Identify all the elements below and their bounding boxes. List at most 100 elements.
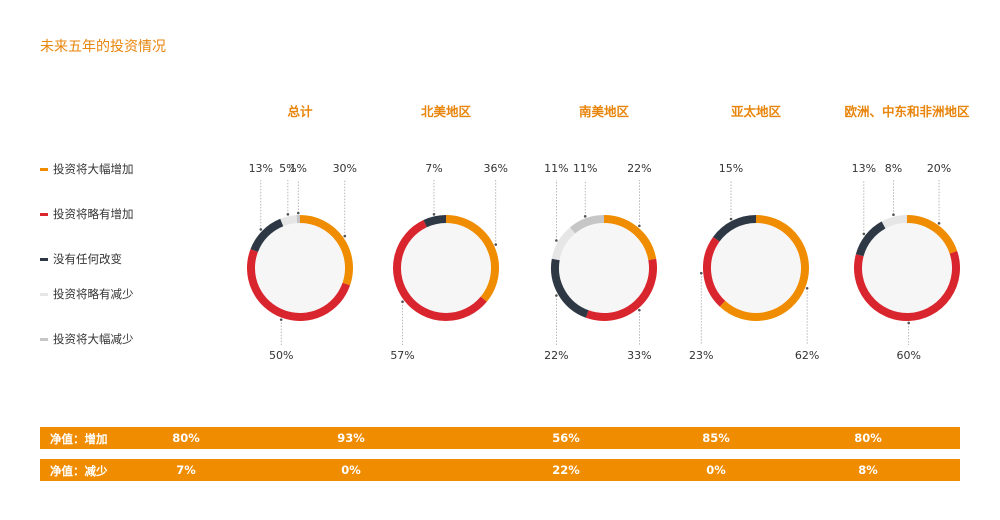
net-increase-value: 56% <box>552 431 580 445</box>
leader-dot <box>699 271 703 275</box>
leader-dot <box>862 232 866 236</box>
data-label: 7% <box>425 162 442 175</box>
leader-dot <box>805 286 809 290</box>
legend-swatch <box>40 257 48 261</box>
donut-chart: 36% 57% 7% <box>390 162 508 362</box>
legend-swatch <box>40 167 48 171</box>
donut-slice <box>299 215 353 286</box>
leader-dot <box>343 234 347 238</box>
page-title: 未来五年的投资情况 <box>40 39 166 55</box>
leader-dot <box>729 217 733 221</box>
donut-center <box>401 223 491 313</box>
leader-dot <box>494 243 498 246</box>
legend-item-large-decrease: 投资将大幅减少 <box>40 331 134 347</box>
donut-slice <box>881 215 908 229</box>
data-label: 22% <box>627 162 651 175</box>
net-increase-value: 80% <box>172 431 200 445</box>
data-label: 11% <box>544 162 568 175</box>
donut-slice <box>551 227 576 261</box>
leader-dot <box>583 215 587 218</box>
legend-item-slight-decrease: 投资将略有减少 <box>40 286 134 302</box>
legend-swatch <box>40 212 48 216</box>
data-label: 15% <box>719 162 743 175</box>
leader-dot <box>296 211 300 215</box>
donut-center <box>711 223 801 313</box>
data-label: 33% <box>627 349 651 362</box>
donut-center <box>559 223 649 313</box>
chart-title-asia-pacific: 亚太地区 <box>730 104 781 119</box>
donut-slice <box>393 220 487 321</box>
data-label: 62% <box>795 349 819 362</box>
legend-label: 没有任何改变 <box>53 252 122 266</box>
leader-dot <box>638 224 641 228</box>
data-label: 1% <box>290 162 307 175</box>
leader-dot <box>432 213 436 216</box>
legend-item-slight-increase: 投资将略有增加 <box>40 206 134 222</box>
legend-label: 投资将略有减少 <box>53 287 134 301</box>
donut-slice <box>247 249 351 321</box>
chart-title-total: 总计 <box>287 104 313 119</box>
net-decrease-value: 22% <box>552 463 580 477</box>
net-increase-value: 80% <box>854 431 882 445</box>
net-decrease-value: 8% <box>858 463 878 477</box>
leader-dot <box>555 239 558 242</box>
donut-center <box>862 223 952 313</box>
donut-slice <box>445 215 499 302</box>
chart-title-north-america: 北美地区 <box>420 104 471 119</box>
donut-slice <box>906 215 958 254</box>
data-label: 22% <box>544 349 568 362</box>
data-label: 50% <box>269 349 293 362</box>
leader-dot <box>907 321 911 325</box>
net-increase-value: 85% <box>702 431 730 445</box>
donut-slice <box>250 218 284 253</box>
donut-chart: 30% 50% 13% 5%1% <box>247 162 357 362</box>
data-label: 11% <box>573 162 597 175</box>
legend-swatch <box>40 292 48 296</box>
donut-slice <box>855 221 886 257</box>
legend-label: 投资将略有增加 <box>53 207 134 221</box>
data-label: 60% <box>896 349 920 362</box>
data-label: 23% <box>689 349 713 362</box>
legend-swatch <box>40 337 48 341</box>
leader-dot <box>892 213 895 216</box>
data-label: 36% <box>484 162 508 175</box>
net-decrease-bar: 净值：减少 7% 0% 22% 0% 8% <box>40 459 960 481</box>
legend-label: 投资将大幅增加 <box>53 162 134 176</box>
chart-title-emea: 欧洲、中东和非洲地区 <box>844 104 970 119</box>
net-decrease-value: 0% <box>341 463 361 477</box>
donut-slice <box>719 215 809 321</box>
data-label: 57% <box>390 349 414 362</box>
leader-dot <box>259 228 263 231</box>
net-decrease-label: 净值：减少 <box>50 464 108 478</box>
data-label: 8% <box>885 162 902 175</box>
donut-charts: 30% 50% 13% 5%1% 36% 57% 7% 22% 33% 22% 11% 11% 62% 2… <box>247 162 960 362</box>
donut-slice <box>713 215 757 242</box>
leader-dot <box>401 300 404 304</box>
net-decrease-value: 7% <box>176 463 196 477</box>
legend-item-large-increase: 投资将大幅增加 <box>40 161 134 177</box>
leader-dot <box>279 318 283 321</box>
donut-chart: 62% 23% 15% <box>689 162 819 362</box>
net-increase-label: 净值：增加 <box>50 432 108 446</box>
donut-slice <box>280 215 298 227</box>
donut-chart: 20% 60% 13% 8% <box>852 162 960 362</box>
donut-center <box>255 223 345 313</box>
legend-item-no-change: 没有任何改变 <box>40 251 122 267</box>
chart-title-south-america: 南美地区 <box>578 104 629 119</box>
donut-slice <box>585 258 657 321</box>
leader-dot <box>286 213 290 216</box>
data-label: 13% <box>249 162 273 175</box>
donut-slice <box>569 215 605 234</box>
data-label: 5% <box>279 162 296 175</box>
donut-slice <box>603 215 657 261</box>
net-increase-bar: 净值：增加 80% 93% 56% 85% 80% <box>40 427 960 449</box>
data-label: 30% <box>333 162 357 175</box>
leader-dot <box>555 294 558 297</box>
donut-chart: 22% 33% 22% 11% 11% <box>544 162 657 362</box>
donut-slice <box>703 236 726 307</box>
legend-label: 投资将大幅减少 <box>53 332 134 346</box>
data-label: 13% <box>852 162 876 175</box>
net-decrease-value: 0% <box>706 463 726 477</box>
donut-slice <box>854 251 960 321</box>
net-increase-value: 93% <box>337 431 365 445</box>
